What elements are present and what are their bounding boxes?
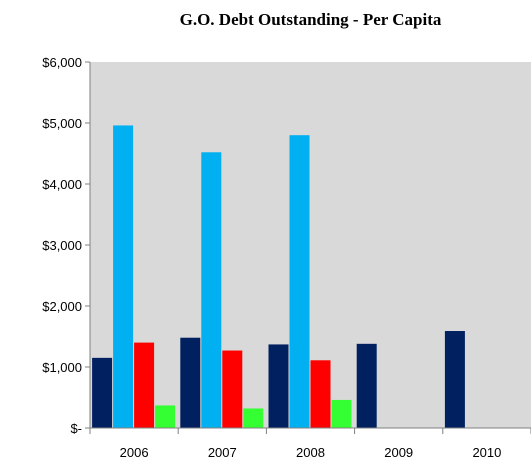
y-tick-label: $1,000: [42, 360, 82, 375]
x-tick-label: 2008: [296, 445, 325, 460]
y-tick-label: $6,000: [42, 55, 82, 70]
bar: [92, 357, 113, 428]
y-tick-label: $4,000: [42, 177, 82, 192]
bar: [222, 350, 243, 428]
x-axis: 2006 2007 2008 2009 2010: [89, 428, 531, 460]
bars-group: [92, 125, 465, 428]
bar: [134, 342, 155, 428]
bar: [155, 405, 176, 428]
bar: [113, 125, 134, 428]
bar: [444, 331, 465, 428]
bar: [180, 337, 201, 428]
x-tick-label: 2010: [472, 445, 501, 460]
y-tick-label: $-: [70, 421, 82, 436]
x-tick-label: 2009: [384, 445, 413, 460]
chart-title: G.O. Debt Outstanding - Per Capita: [179, 10, 442, 29]
bar: [201, 152, 222, 428]
bar: [243, 408, 264, 428]
bar: [310, 360, 331, 428]
bar: [268, 344, 289, 428]
bar: [356, 343, 377, 428]
y-tick-label: $3,000: [42, 238, 82, 253]
bar: [331, 399, 352, 428]
x-tick-label: 2006: [120, 445, 149, 460]
y-tick-label: $5,000: [42, 116, 82, 131]
x-tick-label: 2007: [208, 445, 237, 460]
bar: [289, 135, 310, 428]
y-axis: $- $1,000 $2,000 $3,000 $4,000 $5,000 $6,000: [42, 55, 90, 436]
y-tick-label: $2,000: [42, 299, 82, 314]
